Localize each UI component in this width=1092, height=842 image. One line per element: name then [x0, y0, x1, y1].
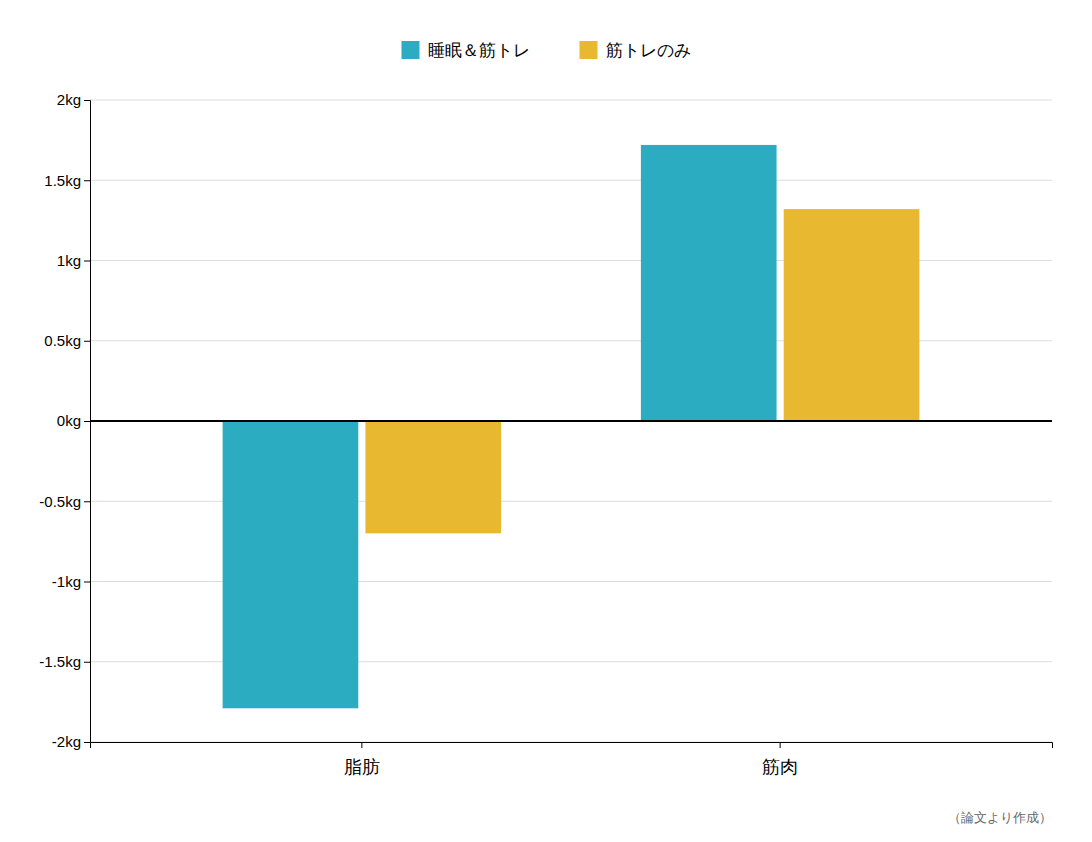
tick-mark: [84, 100, 90, 101]
bar: [223, 421, 359, 708]
bars: [223, 145, 920, 708]
tick-mark: [84, 341, 90, 342]
tick-label: 1.5kg: [44, 172, 81, 189]
tick: -2kg: [52, 733, 90, 750]
legend-label: 睡眠＆筋トレ: [428, 40, 530, 60]
tick: 筋肉: [762, 742, 798, 777]
tick: 1kg: [57, 252, 90, 269]
zero-line: [90, 420, 1052, 422]
tick-mark: [84, 662, 90, 663]
tick: -1kg: [52, 573, 90, 590]
tick-label: 0.5kg: [44, 332, 81, 349]
axis-line: [91, 743, 1053, 749]
tick: -1.5kg: [39, 653, 90, 670]
tick-mark: [84, 421, 90, 422]
tick-label: -0.5kg: [39, 493, 81, 510]
bar: [365, 421, 501, 533]
legend-swatch: [402, 41, 420, 59]
tick-label: -1.5kg: [39, 653, 81, 670]
tick-label: 筋肉: [762, 757, 798, 777]
tick-label: -1kg: [52, 573, 81, 590]
legend-item: 筋トレのみ: [580, 40, 691, 60]
tick-mark: [780, 742, 781, 748]
grid-line: [90, 100, 1052, 101]
tick-mark: [84, 742, 90, 743]
tick-mark: [361, 742, 362, 748]
tick-mark: [84, 261, 90, 262]
tick: 1.5kg: [44, 172, 90, 189]
tick: 0.5kg: [44, 332, 90, 349]
x-axis: 脂肪 筋肉: [91, 742, 1053, 777]
tick-label: -2kg: [52, 733, 81, 750]
tick-mark: [84, 501, 90, 502]
bar: [641, 145, 777, 421]
grid-line: [90, 421, 1052, 422]
tick: 脂肪: [344, 742, 380, 777]
tick-label: 0kg: [57, 412, 81, 429]
legend-swatch: [580, 41, 598, 59]
tick: -0.5kg: [39, 493, 90, 510]
y-axis: -2kg -1.5kg -1kg -0.5kg 0kg 0.5kg 1kg 1.5kg 2kg: [39, 91, 90, 750]
legend-item: 睡眠＆筋トレ: [402, 40, 530, 60]
tick-label: 脂肪: [344, 757, 380, 777]
tick-mark: [84, 180, 90, 181]
tick-label: 1kg: [57, 252, 81, 269]
grid: [90, 100, 1052, 742]
annotation: （論文より作成）: [948, 810, 1052, 825]
tick: 0kg: [57, 412, 90, 429]
tick-mark: [84, 582, 90, 583]
axis-line: [84, 101, 91, 743]
tick: 2kg: [57, 91, 90, 108]
legend-label: 筋トレのみ: [606, 40, 691, 60]
bar: [784, 209, 920, 421]
legend: 睡眠＆筋トレ 筋トレのみ: [402, 40, 691, 60]
tick-label: 2kg: [57, 91, 81, 108]
plot: -2kg -1.5kg -1kg -0.5kg 0kg 0.5kg 1kg 1.5kg 2kg 脂…: [39, 91, 1052, 776]
chart: -2kg -1.5kg -1kg -0.5kg 0kg 0.5kg 1kg 1.5kg 2kg 脂…: [0, 0, 1092, 842]
grid-line: [90, 180, 1052, 181]
